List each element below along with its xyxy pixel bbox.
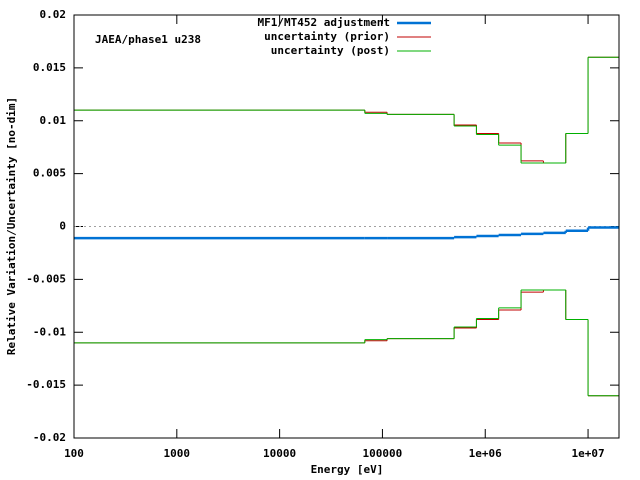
x-tick-label: 100	[64, 447, 84, 460]
y-tick-label: -0.02	[33, 431, 66, 444]
y-tick-label: 0.015	[33, 61, 66, 74]
x-tick-label: 1000	[164, 447, 191, 460]
y-tick-label: -0.01	[33, 325, 66, 338]
x-tick-label: 100000	[363, 447, 403, 460]
y-tick-label: 0	[59, 220, 66, 233]
legend-label: uncertainty (prior)	[264, 30, 390, 43]
x-tick-label: 10000	[263, 447, 296, 460]
y-tick-label: -0.005	[26, 272, 66, 285]
y-tick-label: -0.015	[26, 378, 66, 391]
x-tick-label: 1e+07	[571, 447, 604, 460]
x-axis-label: Energy [eV]	[311, 463, 384, 476]
y-tick-label: 0.01	[40, 114, 67, 127]
annotation: JAEA/phase1 u238	[95, 33, 201, 46]
y-tick-label: 0.005	[33, 167, 66, 180]
legend-label: MF1/MT452 adjustment	[258, 16, 390, 29]
y-tick-label: 0.02	[40, 8, 67, 21]
plot-frame	[73, 14, 620, 439]
x-tick-label: 1e+06	[469, 447, 502, 460]
legend-label: uncertainty (post)	[271, 44, 390, 57]
y-axis-label: Relative Variation/Uncertainty [no-dim]	[5, 97, 18, 355]
